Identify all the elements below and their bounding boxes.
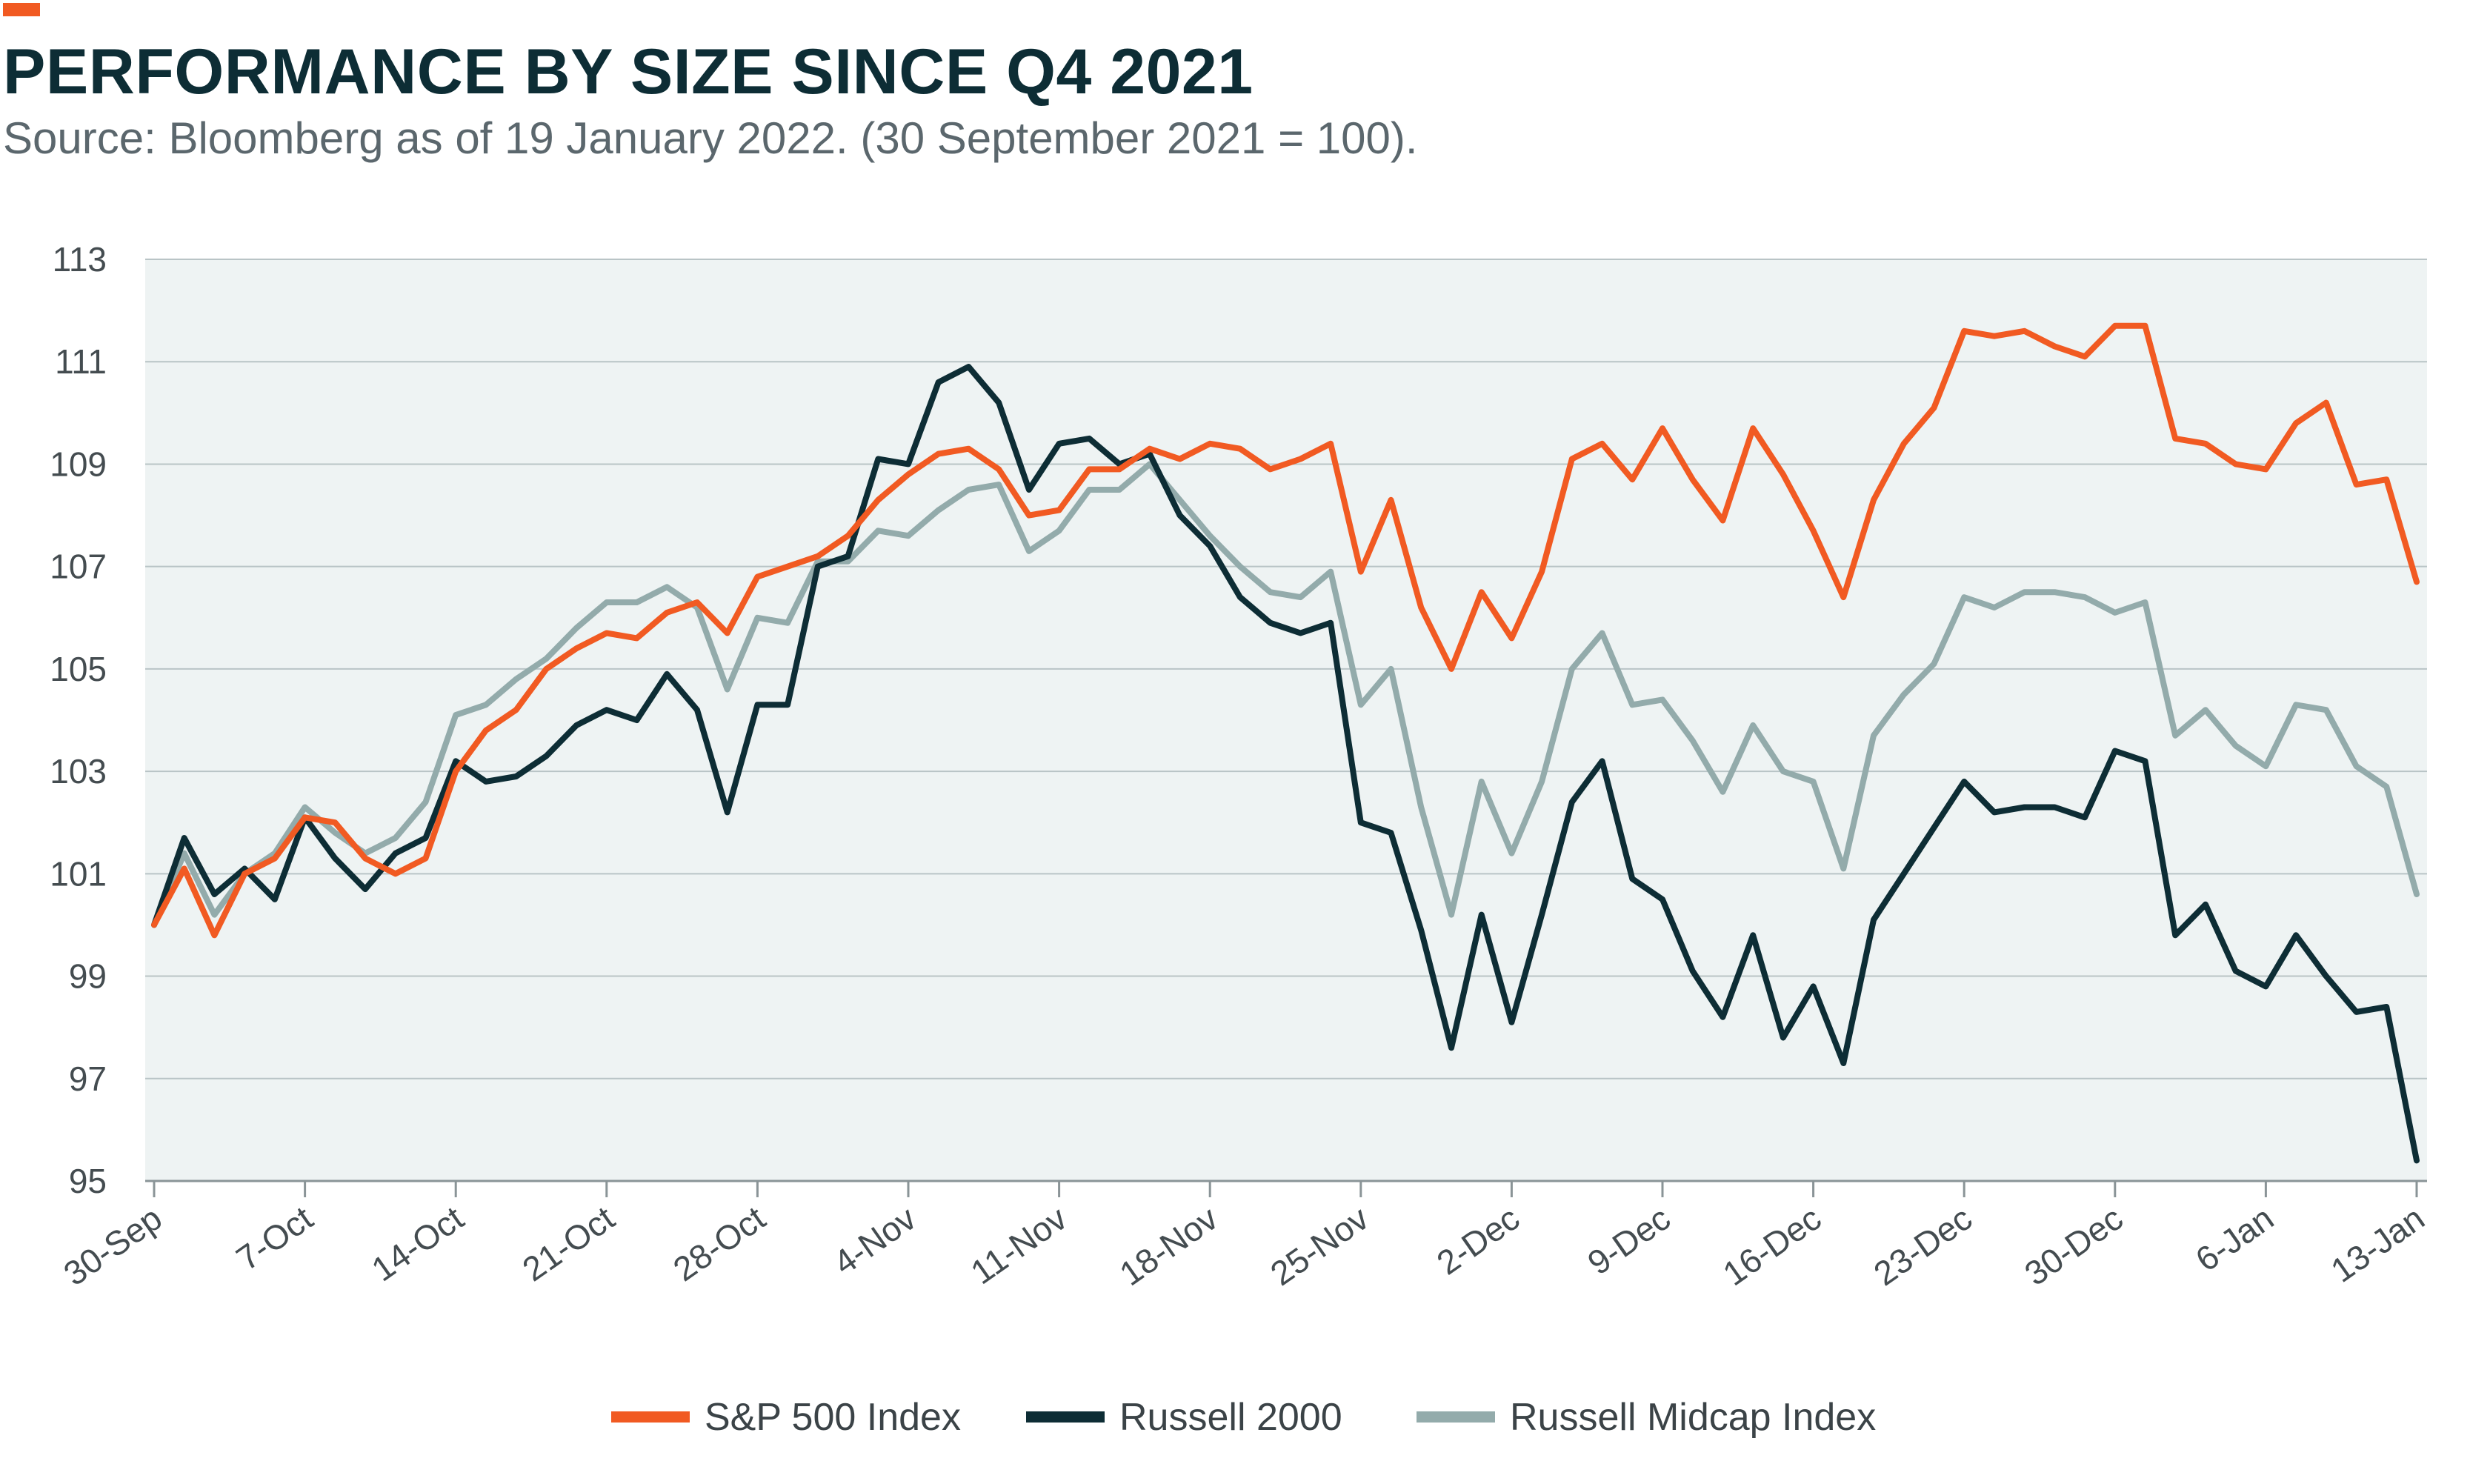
y-tick-label: 107	[50, 548, 107, 586]
y-tick-label: 113	[53, 240, 107, 279]
series-line-1	[151, 364, 2420, 1164]
plot-area	[145, 259, 2427, 1181]
x-tick-label: 30-Sep	[56, 1199, 168, 1294]
x-tick-label: 6-Jan	[2188, 1199, 2280, 1280]
legend-label: Russell 2000	[1119, 1396, 1342, 1439]
legend-label: S&P 500 Index	[705, 1396, 961, 1439]
x-tick-label: 23-Dec	[1867, 1199, 1979, 1294]
y-tick-label: 105	[50, 650, 107, 688]
grid-lines	[145, 259, 2427, 1182]
y-tick-label: 99	[69, 957, 107, 996]
y-tick-label: 103	[50, 752, 107, 791]
x-tick-label: 14-Oct	[364, 1198, 470, 1288]
x-tick-label: 7-Oct	[229, 1198, 319, 1277]
x-tick-label: 28-Oct	[666, 1198, 772, 1288]
y-tick-label: 97	[69, 1059, 107, 1098]
y-tick-label: 109	[50, 445, 107, 483]
legend-swatch	[611, 1411, 690, 1423]
x-tick-label: 18-Nov	[1113, 1199, 1225, 1294]
y-tick-label: 101	[50, 854, 107, 893]
x-tick-label: 9-Dec	[1580, 1199, 1677, 1282]
chart-subtitle: Source: Bloomberg as of 19 January 2022.…	[3, 113, 1418, 163]
x-tick-label: 4-Nov	[826, 1199, 922, 1282]
x-tick-label: 11-Nov	[964, 1199, 1074, 1292]
legend: S&P 500 Index Russell 2000 Russell Midcap …	[611, 1396, 1876, 1439]
x-tick-label: 30-Dec	[2017, 1199, 2129, 1294]
legend-swatch	[1026, 1411, 1105, 1423]
x-tick-label: 16-Dec	[1716, 1199, 1828, 1294]
chart-title: PERFORMANCE BY SIZE SINCE Q4 2021	[3, 36, 1254, 107]
x-tick-label: 2-Dec	[1430, 1199, 1526, 1282]
series-lines	[151, 322, 2420, 1164]
y-tick-label: 95	[69, 1162, 107, 1200]
x-tick-label: 21-Oct	[516, 1198, 622, 1288]
x-tick-label: 25-Nov	[1263, 1199, 1375, 1294]
legend-swatch	[1417, 1411, 1495, 1423]
y-tick-label: 111	[55, 342, 107, 381]
legend-label: Russell Midcap Index	[1510, 1396, 1876, 1439]
series-line-0	[151, 322, 2420, 939]
x-tick-label: 13-Jan	[2324, 1199, 2431, 1290]
accent-bar	[3, 3, 40, 16]
series-line-2	[151, 461, 2420, 928]
